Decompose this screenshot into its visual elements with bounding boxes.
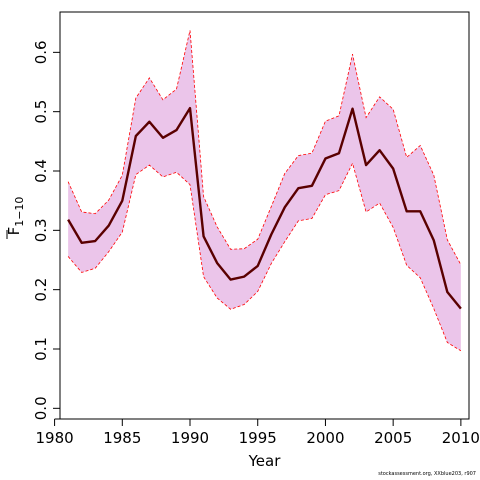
lower-bound-line: [67, 162, 462, 352]
y-tick-label: 0.6: [32, 40, 50, 64]
y-tick-label: 0.5: [32, 100, 50, 124]
y-axis: 0.0 0.1 0.2 0.3 0.4 0.5 0.6: [32, 40, 61, 420]
upper-bound-line: [67, 30, 462, 265]
x-tick-label: 1995: [239, 429, 277, 447]
y-tick-label: 0.4: [32, 159, 50, 183]
footer-credit: stockassessment.org, XXblue203, r907: [378, 471, 476, 477]
x-axis-label: Year: [248, 452, 282, 470]
y-axis-label-subscript: 1−10: [13, 197, 26, 227]
estimate-line: [67, 106, 462, 310]
y-tick-label: 0.0: [32, 396, 50, 420]
x-tick-label: 1980: [35, 429, 73, 447]
y-tick-label: 0.3: [32, 218, 50, 242]
y-axis-label-main: F: [5, 227, 23, 236]
x-tick-label: 1985: [103, 429, 141, 447]
confidence-band: [68, 30, 461, 351]
svg-text:F1−10: F1−10: [5, 197, 26, 236]
x-tick-label: 2005: [374, 429, 412, 447]
x-tick-label: 2000: [306, 429, 344, 447]
x-axis: 1980 1985 1990 1995 2000 2005 2010: [35, 418, 480, 447]
x-tick-label: 2010: [442, 429, 480, 447]
y-tick-label: 0.1: [32, 337, 50, 361]
y-axis-label: F1−10: [5, 197, 26, 239]
y-tick-label: 0.2: [32, 278, 50, 302]
x-tick-label: 1990: [171, 429, 209, 447]
